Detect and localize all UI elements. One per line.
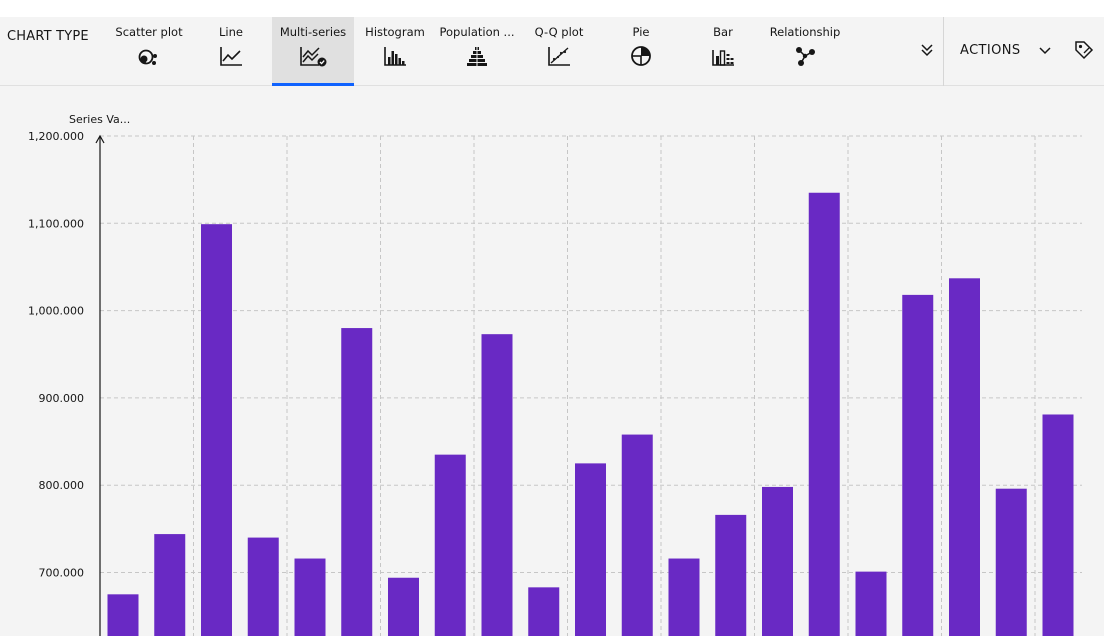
actions-label: ACTIONS [960,42,1021,58]
bar [902,294,934,636]
bar-chart-icon [712,50,734,66]
y-tick-label: 700.000 [39,567,85,580]
tab-label: Q-Q plot [534,25,584,39]
bar [247,537,279,636]
bar [668,558,700,636]
tab-label: Population ... [439,25,515,39]
tab-line[interactable]: Line [190,17,272,86]
tag-edit-icon[interactable] [1072,38,1096,62]
relationship-icon [796,47,815,66]
pie-chart-icon [631,46,651,66]
chart-type-toolbar: CHART TYPE Scatter plot Line Multi-serie… [0,17,1104,86]
bar [294,558,326,636]
more-chart-types-icon[interactable] [914,37,940,63]
bar [715,514,747,636]
chart-area: 700.000 800.000 900.000 1,000.000 1,100.000 1… [0,86,1104,636]
y-tick-label: 1,200.000 [28,130,84,143]
bar [434,454,466,636]
scatter-plot-icon [138,49,157,65]
bar [341,328,373,636]
y-tick-label: 1,100.000 [28,217,84,230]
tab-population-pyramid[interactable]: Population ... [436,17,518,86]
tab-label: Bar [713,25,733,39]
tab-pie[interactable]: Pie [600,17,682,86]
y-axis-arrow [95,134,105,144]
bar [528,587,560,636]
actions-dropdown[interactable]: ACTIONS [951,35,1061,65]
tab-histogram[interactable]: Histogram [354,17,436,86]
tab-bar[interactable]: Bar [682,17,764,86]
bar [107,594,139,636]
bar [388,577,419,636]
line-chart-icon [220,47,242,66]
bar [762,486,793,636]
chart-type-title: CHART TYPE [7,29,89,44]
bar-chart: 700.000 800.000 900.000 1,000.000 1,100.000 1… [28,113,1082,636]
multi-series-icon [300,47,327,67]
bar [201,224,232,636]
chevron-down-icon [1039,47,1051,55]
bar [1042,414,1074,636]
toolbar-divider [943,17,944,86]
tab-label: Line [219,25,243,39]
y-tick-label: 800.000 [39,479,85,492]
top-strip [0,0,1104,17]
tab-label: Histogram [365,25,425,39]
y-tick-label: 900.000 [39,392,85,405]
qq-plot-icon [548,47,570,66]
tab-relationship[interactable]: Relationship [764,17,846,86]
y-tick-label: 1,000.000 [28,305,84,318]
bar [575,463,606,636]
tab-label: Pie [632,25,650,39]
bar [949,278,980,636]
bar [154,534,186,636]
bar [481,334,513,636]
tab-qq-plot[interactable]: Q-Q plot [518,17,600,86]
histogram-icon [384,47,406,66]
tab-label: Relationship [769,25,841,39]
tab-label: Scatter plot [115,25,183,39]
tab-label: Multi-series [279,25,347,39]
bar [855,571,887,636]
bar [995,488,1027,636]
bar [621,434,653,636]
population-pyramid-icon [467,46,487,66]
bar [808,192,840,636]
tab-multi-series[interactable]: Multi-series [272,17,354,86]
tab-scatter-plot[interactable]: Scatter plot [108,17,190,86]
y-axis-label: Series Va... [69,113,130,126]
